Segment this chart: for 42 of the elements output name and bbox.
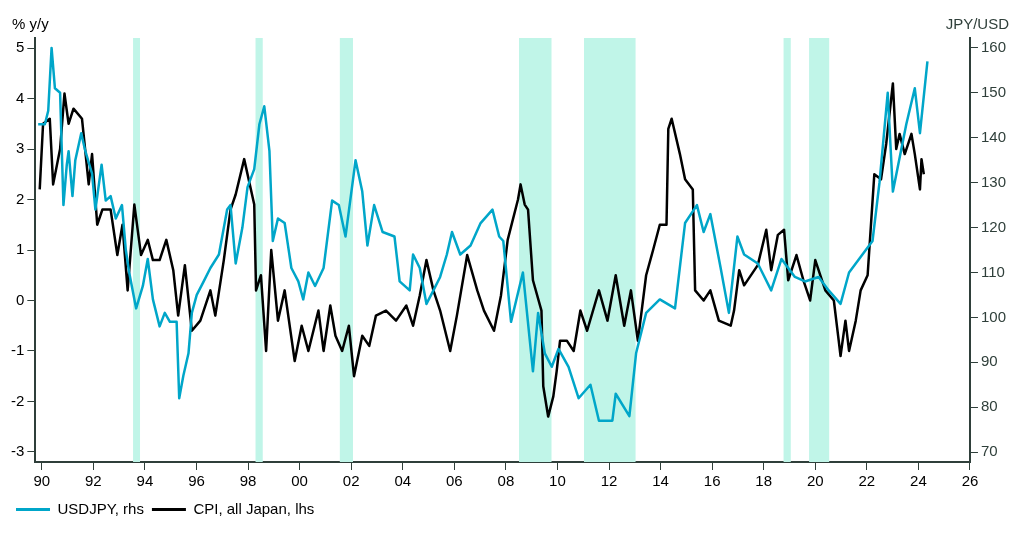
y-axis-title: % y/y (12, 14, 50, 32)
y2-tick-label: 110 (980, 262, 1005, 280)
x-tick-label: 08 (497, 472, 515, 490)
x-tick-label: 98 (239, 472, 257, 490)
x-tick-label: 22 (858, 472, 876, 490)
y-tick-label: 4 (15, 88, 25, 106)
y2-tick-label: 140 (980, 127, 1006, 145)
x-tick-label: 04 (394, 472, 412, 490)
y2-tick-label: 120 (980, 217, 1006, 235)
y-tick-label: 2 (15, 189, 25, 207)
x-tick-label: 16 (703, 472, 721, 490)
y-tick-label: 1 (15, 240, 25, 258)
y2-tick-label: 160 (980, 38, 1006, 56)
y-tick-label: -2 (10, 391, 25, 409)
y-tick-label: 3 (15, 139, 25, 157)
y-tick-label: -1 (10, 341, 25, 359)
y2-tick-label: 130 (980, 172, 1006, 190)
x-tick-label: 14 (652, 472, 669, 490)
y2-tick-label: 150 (980, 82, 1006, 100)
y2-tick-label: 90 (980, 352, 998, 370)
legend-label: USDJPY, rhs (57, 499, 144, 517)
x-tick-label: 96 (188, 472, 205, 490)
x-tick-label: 06 (445, 472, 463, 490)
y2-axis-title: JPY/USD (945, 14, 1010, 32)
x-tick-label: 00 (291, 472, 308, 490)
x-tick-label: 10 (549, 472, 566, 490)
x-tick-label: 24 (910, 472, 927, 490)
x-tick-label: 90 (33, 472, 51, 490)
y-tick-label: -3 (10, 442, 25, 460)
y2-tick-label: 70 (980, 442, 998, 460)
x-tick-label: 20 (806, 472, 824, 490)
y2-tick-label: 80 (980, 397, 998, 415)
legend-label: CPI, all Japan, lhs (193, 499, 315, 517)
x-tick-label: 12 (600, 472, 618, 490)
y-tick-label: 5 (15, 38, 25, 56)
x-tick-label: 18 (755, 472, 773, 490)
x-tick-label: 26 (961, 472, 979, 490)
y-tick-label: 0 (15, 290, 25, 308)
x-tick-label: 92 (85, 472, 102, 490)
x-tick-label: 94 (136, 472, 154, 490)
x-tick-label: 02 (342, 472, 360, 490)
y2-tick-label: 100 (980, 307, 1006, 325)
